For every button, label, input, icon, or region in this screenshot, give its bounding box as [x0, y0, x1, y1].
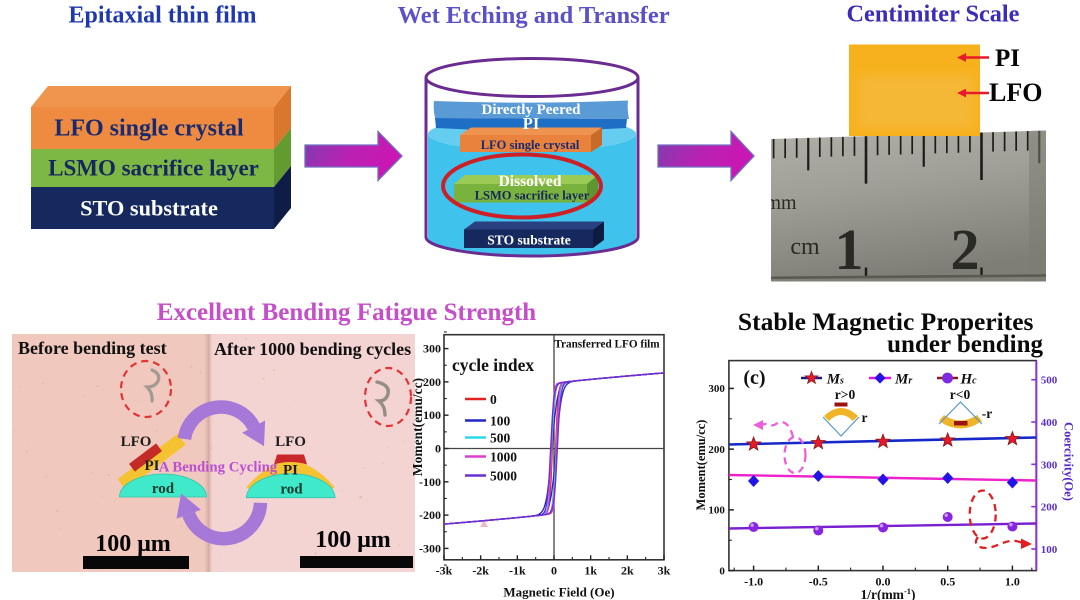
svg-text:-3k: -3k: [436, 563, 453, 577]
svg-text:mm: mm: [765, 192, 797, 214]
svg-text:0: 0: [719, 565, 725, 577]
svg-text:Moment(emu/cc): Moment(emu/cc): [410, 378, 425, 476]
svg-text:3k: 3k: [658, 563, 671, 577]
svg-text:Mr: Mr: [894, 372, 912, 388]
svg-text:-r: -r: [982, 406, 993, 421]
svg-text:500: 500: [490, 430, 511, 445]
svg-text:200: 200: [1041, 502, 1058, 514]
svg-text:500: 500: [1041, 375, 1058, 387]
svg-text:5000: 5000: [490, 468, 517, 483]
svg-text:Wet Etching and Transfer: Wet Etching and Transfer: [398, 2, 670, 29]
svg-text:LSMO sacrifice layer: LSMO sacrifice layer: [475, 189, 590, 203]
svg-text:Excellent Bending Fatigue Stre: Excellent Bending Fatigue Strength: [157, 299, 537, 326]
svg-text:cycle index: cycle index: [452, 355, 534, 375]
svg-text:LFO: LFO: [121, 434, 152, 450]
svg-text:1: 1: [835, 217, 864, 282]
svg-text:0.0: 0.0: [876, 575, 891, 589]
svg-text:-100: -100: [419, 475, 441, 489]
svg-text:PI: PI: [145, 458, 160, 474]
svg-text:rod: rod: [152, 481, 175, 497]
svg-text:200: 200: [423, 375, 441, 389]
svg-text:100: 100: [423, 408, 441, 422]
svg-text:under bending: under bending: [887, 331, 1043, 358]
svg-text:(c): (c): [743, 367, 765, 389]
svg-text:Magnetic Field (Oe): Magnetic Field (Oe): [503, 585, 614, 600]
svg-text:Directly Peered: Directly Peered: [482, 102, 582, 118]
svg-text:r>0: r>0: [835, 387, 856, 402]
svg-text:-0.5: -0.5: [809, 575, 828, 589]
svg-text:0: 0: [551, 563, 557, 577]
svg-text:PI: PI: [523, 114, 540, 133]
svg-text:STO substrate: STO substrate: [487, 233, 570, 248]
svg-text:2: 2: [951, 217, 980, 282]
svg-text:LFO single crystal: LFO single crystal: [54, 116, 244, 142]
svg-text:LFO single crystal: LFO single crystal: [481, 138, 580, 152]
svg-text:r<0: r<0: [950, 387, 971, 402]
svg-text:100 μm: 100 μm: [315, 527, 391, 553]
svg-text:1000: 1000: [490, 449, 517, 464]
svg-text:rod: rod: [280, 482, 303, 498]
svg-text:Before bending test: Before bending test: [18, 338, 167, 358]
svg-text:100: 100: [708, 505, 725, 517]
svg-text:400: 400: [1041, 417, 1058, 429]
svg-text:-1k: -1k: [509, 563, 526, 577]
svg-text:0: 0: [435, 442, 441, 456]
svg-text:0: 0: [490, 392, 497, 407]
svg-text:LFO: LFO: [989, 78, 1042, 107]
svg-text:Stable Magnetic Properites: Stable Magnetic Properites: [738, 307, 1034, 336]
svg-text:-2k: -2k: [472, 563, 489, 577]
svg-text:-300: -300: [419, 541, 441, 555]
svg-text:PI: PI: [995, 45, 1020, 72]
svg-text:100: 100: [1041, 544, 1058, 556]
svg-text:cm: cm: [790, 234, 820, 260]
svg-text:Dissolved: Dissolved: [499, 173, 562, 190]
svg-text:PI: PI: [283, 463, 298, 479]
svg-text:After 1000 bending cycles: After 1000 bending cycles: [214, 339, 411, 359]
svg-text:0.5: 0.5: [940, 575, 955, 589]
svg-text:STO substrate: STO substrate: [80, 196, 218, 221]
svg-text:Moment(emu/cc): Moment(emu/cc): [694, 420, 708, 511]
svg-text:-200: -200: [419, 508, 441, 522]
svg-text:Hc: Hc: [960, 372, 978, 388]
svg-text:100 μm: 100 μm: [95, 531, 171, 557]
svg-text:-1.0: -1.0: [744, 575, 763, 589]
svg-text:1k: 1k: [584, 563, 597, 577]
svg-text:100: 100: [490, 413, 511, 428]
svg-text:Transferred LFO film: Transferred LFO film: [554, 339, 660, 351]
svg-text:2k: 2k: [621, 563, 634, 577]
svg-text:r: r: [862, 410, 868, 425]
svg-text:A Bending Cycling: A Bending Cycling: [159, 460, 278, 476]
svg-text:1.0: 1.0: [1005, 575, 1020, 589]
svg-text:200: 200: [708, 444, 725, 456]
svg-text:Centimiter Scale: Centimiter Scale: [847, 1, 1020, 28]
svg-text:300: 300: [423, 342, 441, 356]
svg-text:Epitaxial thin film: Epitaxial thin film: [68, 3, 256, 29]
svg-text:Ms: Ms: [826, 372, 844, 388]
svg-text:1/r(mm-1): 1/r(mm-1): [860, 586, 915, 600]
svg-text:Coercivity(Oe): Coercivity(Oe): [1061, 422, 1075, 501]
svg-text:LFO: LFO: [275, 434, 306, 450]
svg-text:300: 300: [708, 383, 725, 395]
svg-text:LSMO sacrifice layer: LSMO sacrifice layer: [48, 156, 259, 181]
svg-text:300: 300: [1041, 459, 1058, 471]
